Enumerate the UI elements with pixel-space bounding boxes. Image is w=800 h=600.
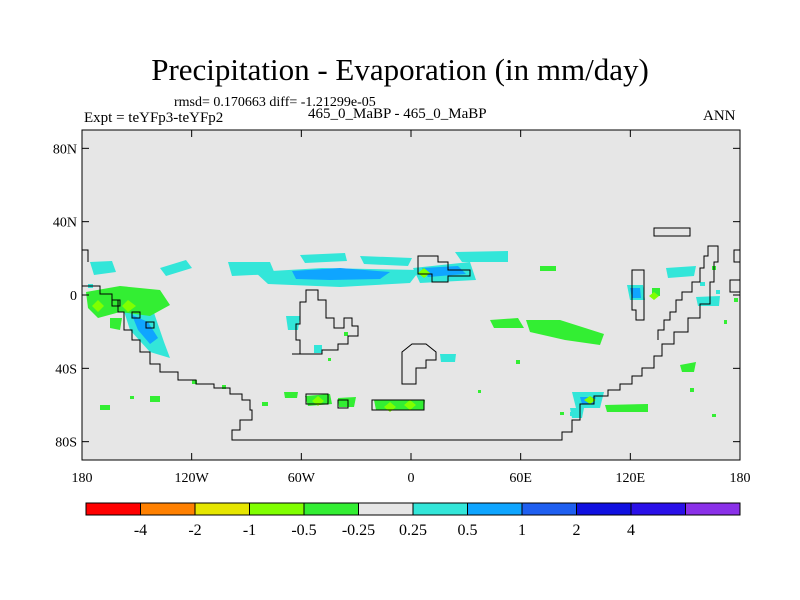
colorbar-swatch xyxy=(194,502,250,516)
experiment-label: Expt = teYFp3-teYFp2 xyxy=(84,110,224,126)
small-island-outline xyxy=(337,399,349,409)
cyan-patch xyxy=(90,261,116,275)
colorbar-label: -0.5 xyxy=(291,522,316,539)
green-patch xyxy=(680,362,696,372)
lon-tick-label: 120W xyxy=(175,471,210,486)
cyan-patch xyxy=(160,260,192,276)
green-patch xyxy=(150,396,160,402)
colorbar-swatch xyxy=(412,502,468,516)
green-patch xyxy=(110,318,122,330)
green-patch xyxy=(284,392,298,398)
cyan-patch xyxy=(440,354,456,362)
hook-continent-outline xyxy=(401,343,437,385)
lat-tick-label: 40S xyxy=(55,362,77,377)
lat-tick-label: 0 xyxy=(70,289,77,304)
cyan-patch xyxy=(314,345,322,353)
colorbar-label: -0.25 xyxy=(342,522,375,539)
colorbar-swatch xyxy=(685,502,741,516)
east-edge-outline xyxy=(729,249,740,293)
cyan-patch xyxy=(286,316,300,330)
lime-spot xyxy=(418,268,430,278)
blue-core xyxy=(630,288,641,298)
latitude-axis: 80N 40N 0 40S 80S xyxy=(53,142,740,451)
central-continent-outline xyxy=(292,289,359,355)
colorbar-label: 1 xyxy=(518,522,526,539)
lime-spot xyxy=(92,300,104,312)
north-island-outline xyxy=(653,227,691,237)
lat-tick-label: 40N xyxy=(53,216,77,231)
colorbar-label: 0.5 xyxy=(458,522,478,539)
colorbar-label: 0.25 xyxy=(399,522,427,539)
green-patch xyxy=(100,405,110,410)
plot-title: Precipitation - Evaporation (in mm/day) xyxy=(151,52,649,87)
cases-label: 465_0_MaBP - 465_0_MaBP xyxy=(308,106,487,122)
lon-tick-label: 180 xyxy=(72,471,93,486)
colorbar-label: 4 xyxy=(627,522,635,539)
green-patch xyxy=(526,320,604,345)
cyan-patch xyxy=(360,256,412,266)
stats-label: rmsd= 0.170663 diff= -1.21299e-05 xyxy=(174,95,376,110)
lime-spot xyxy=(649,292,659,300)
colorbar-label: -4 xyxy=(134,522,147,539)
colorbar-swatch xyxy=(467,502,523,516)
green-patch xyxy=(605,404,648,412)
lat-tick-label: 80S xyxy=(55,436,77,451)
lon-tick-label: 0 xyxy=(408,471,415,486)
blue-core xyxy=(132,315,158,344)
colorbar-swatch xyxy=(249,502,305,516)
colorbar-swatch xyxy=(521,502,577,516)
cyan-patch xyxy=(455,251,508,262)
colorbar-swatch xyxy=(85,502,141,516)
cyan-patch xyxy=(300,253,347,263)
colorbar-swatch xyxy=(303,502,359,516)
colorbar-swatch xyxy=(576,502,632,516)
lon-tick-label: 180 xyxy=(730,471,751,486)
green-patch xyxy=(490,318,524,328)
green-patch xyxy=(338,397,356,407)
colorbar-swatch xyxy=(630,502,686,516)
south-strip-outline xyxy=(371,399,425,411)
lon-tick-label: 120E xyxy=(616,471,646,486)
colorbar-label: 2 xyxy=(573,522,581,539)
lime-spot xyxy=(404,400,416,410)
lon-tick-label: 60E xyxy=(509,471,532,486)
green-patch xyxy=(374,400,425,410)
colorbar-label: -1 xyxy=(243,522,256,539)
cyan-patch xyxy=(666,266,696,278)
lon-tick-label: 60W xyxy=(288,471,316,486)
colorbar-swatch xyxy=(140,502,196,516)
east-island-outline xyxy=(631,269,645,321)
lat-tick-label: 80N xyxy=(53,142,77,157)
colorbar-swatch xyxy=(358,502,414,516)
anomaly-fields xyxy=(86,251,738,418)
green-patch xyxy=(540,266,556,271)
coastlines xyxy=(82,227,740,441)
blue-core xyxy=(292,268,390,280)
season-label: ANN xyxy=(703,108,736,124)
south-island-outline xyxy=(305,393,329,405)
lime-spot xyxy=(584,396,596,404)
longitude-axis: 180 120W 60W 0 60E 120E 180 xyxy=(72,130,751,486)
northeast-continent-outline xyxy=(417,255,471,283)
colorbar-label: -2 xyxy=(188,522,201,539)
southern-continent-outline xyxy=(82,245,719,441)
blue-core xyxy=(422,266,466,277)
colorbar: -4 -2 -1 -0.5 -0.25 0.25 0.5 1 2 4 xyxy=(85,502,741,539)
islet-outlines xyxy=(111,299,155,329)
lime-spot xyxy=(122,300,136,312)
